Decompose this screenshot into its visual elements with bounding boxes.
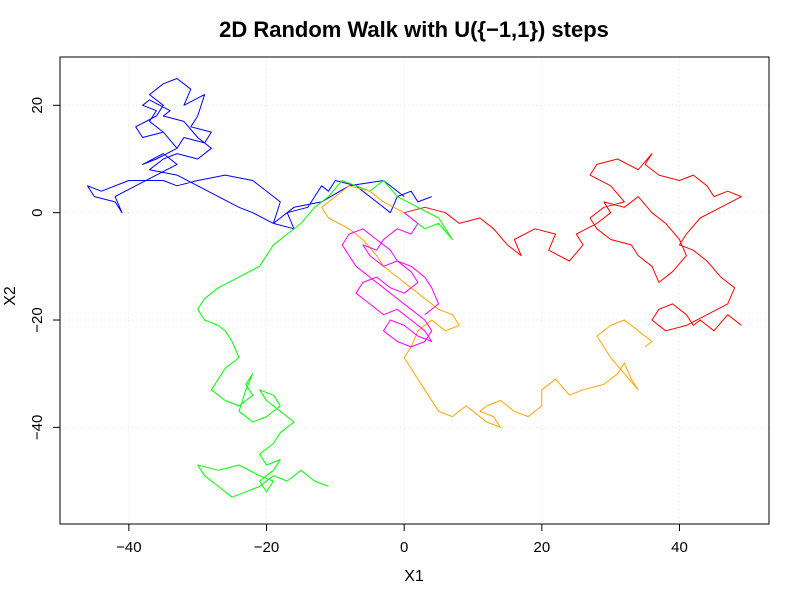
x-tick-label: 0 <box>400 539 408 556</box>
y-tick-label: −20 <box>29 307 46 332</box>
walk-series-3 <box>197 180 453 498</box>
chart-title: 2D Random Walk with U({−1,1}) steps <box>219 17 609 42</box>
walk-series-2 <box>404 153 742 332</box>
y-tick-label: 0 <box>29 208 46 216</box>
plot-frame <box>59 56 770 525</box>
x-tick-label: −40 <box>116 539 141 556</box>
y-axis-label: X2 <box>2 286 19 306</box>
y-tick-label: −40 <box>29 415 46 440</box>
x-axis: −40 −20 0 20 40 <box>116 524 688 556</box>
x-axis-label: X1 <box>404 568 424 585</box>
walk-series-4 <box>321 185 653 428</box>
x-tick-label: −20 <box>254 539 279 556</box>
y-tick-label: 20 <box>29 97 46 114</box>
x-tick-label: 40 <box>671 539 688 556</box>
walk-series-5 <box>341 212 440 348</box>
x-tick-label: 20 <box>534 539 551 556</box>
y-axis: −40 −20 0 20 <box>29 97 60 440</box>
walk-series-layer <box>87 78 742 498</box>
walk-series-1 <box>87 78 432 230</box>
